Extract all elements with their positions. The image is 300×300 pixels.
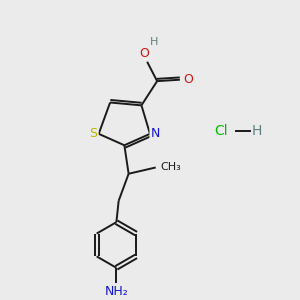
Text: O: O	[183, 73, 193, 86]
Text: O: O	[139, 47, 149, 60]
Text: Cl: Cl	[214, 124, 227, 138]
Text: NH₂: NH₂	[104, 285, 128, 298]
Text: H: H	[252, 124, 262, 138]
Text: S: S	[90, 128, 98, 140]
Text: N: N	[150, 128, 160, 140]
Text: H: H	[150, 38, 158, 47]
Text: CH₃: CH₃	[160, 163, 181, 172]
